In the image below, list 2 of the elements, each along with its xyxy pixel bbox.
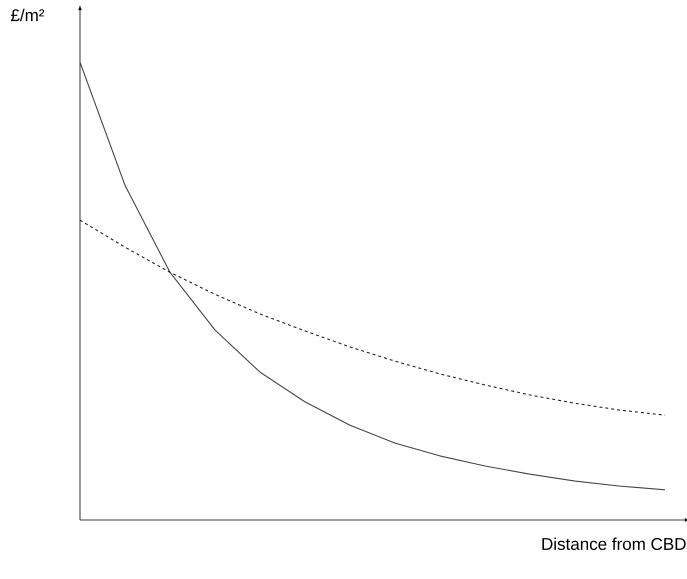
x-axis-title: Distance from CBD — [542, 538, 686, 550]
y-axis-title: £/m² — [10, 8, 44, 22]
